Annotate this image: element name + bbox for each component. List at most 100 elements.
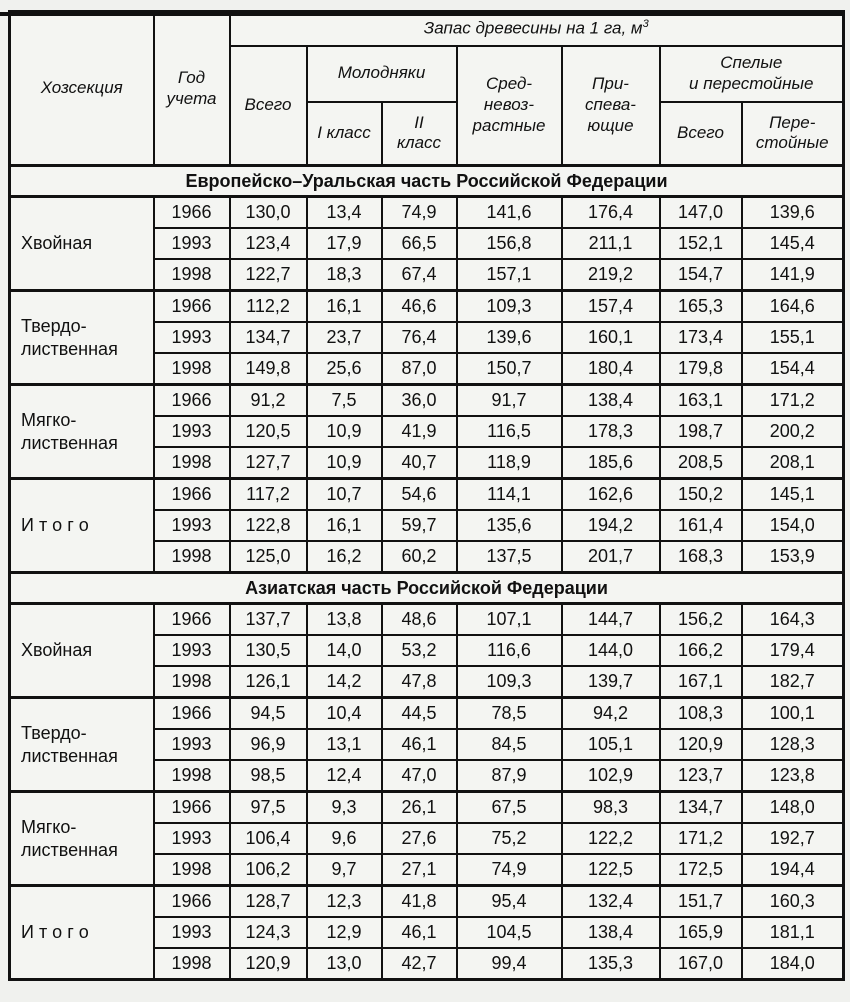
value-cell: 155,1 bbox=[740, 321, 845, 354]
value-cell: 94,5 bbox=[228, 696, 308, 730]
value-cell: 156,2 bbox=[658, 602, 743, 636]
value-cell: 46,1 bbox=[380, 728, 458, 761]
value-cell: 134,7 bbox=[658, 790, 743, 824]
value-cell: 122,2 bbox=[560, 822, 661, 855]
year-cell: 1998 bbox=[152, 947, 231, 981]
value-cell: 13,0 bbox=[305, 947, 383, 981]
table-row: Твердо- лиственная 1966 94,5 10,4 44,5 78,5 94… bbox=[8, 696, 845, 793]
header-mature-total: Всего bbox=[658, 100, 743, 167]
value-cell: 130,0 bbox=[228, 195, 308, 229]
value-cell: 124,3 bbox=[228, 916, 308, 949]
value-cell: 16,2 bbox=[305, 540, 383, 574]
table-row: 1993 130,5 14,0 53,2 116,6 144,0 166,2 179,4 bbox=[10, 634, 845, 667]
value-cell: 10,9 bbox=[305, 415, 383, 448]
year-cell: 1993 bbox=[152, 728, 231, 761]
value-cell: 139,7 bbox=[560, 665, 661, 699]
value-cell: 219,2 bbox=[560, 258, 661, 292]
value-cell: 137,7 bbox=[228, 602, 308, 636]
table-row: Хвойная 1966 137,7 13,8 48,6 107,1 144,7 156,2 1… bbox=[8, 602, 845, 699]
table-header: Хозсекция Год учета Запас древесины на 1… bbox=[8, 10, 845, 167]
value-cell: 123,8 bbox=[740, 759, 845, 793]
value-cell: 14,0 bbox=[305, 634, 383, 667]
year-cell: 1998 bbox=[152, 540, 231, 574]
value-cell: 201,7 bbox=[560, 540, 661, 574]
value-cell: 42,7 bbox=[380, 947, 458, 981]
value-cell: 16,1 bbox=[305, 289, 383, 323]
value-cell: 23,7 bbox=[305, 321, 383, 354]
value-cell: 41,9 bbox=[380, 415, 458, 448]
value-cell: 9,7 bbox=[305, 853, 383, 887]
table-row: И т о г о 1966 128,7 12,3 41,8 95,4 132,4 151,7… bbox=[8, 884, 845, 981]
value-cell: 74,9 bbox=[455, 853, 563, 887]
value-cell: 114,1 bbox=[455, 477, 563, 511]
value-cell: 154,7 bbox=[658, 258, 743, 292]
value-cell: 132,4 bbox=[560, 884, 661, 918]
value-cell: 173,4 bbox=[658, 321, 743, 354]
value-cell: 87,0 bbox=[380, 352, 458, 386]
table-row: 1998 127,7 10,9 40,7 118,9 185,6 208,5 208,1 bbox=[10, 446, 845, 480]
value-cell: 165,9 bbox=[658, 916, 743, 949]
section-header-row: Европейско–Уральская часть Российской Фе… bbox=[8, 164, 845, 198]
value-cell: 139,6 bbox=[455, 321, 563, 354]
value-cell: 18,3 bbox=[305, 258, 383, 292]
value-cell: 157,4 bbox=[560, 289, 661, 323]
value-cell: 78,5 bbox=[455, 696, 563, 730]
value-cell: 87,9 bbox=[455, 759, 563, 793]
group-label-cell: Хвойная bbox=[8, 195, 155, 292]
header-row-1: Хозсекция Год учета Запас древесины на 1… bbox=[8, 10, 845, 167]
value-cell: 128,7 bbox=[228, 884, 308, 918]
value-cell: 9,6 bbox=[305, 822, 383, 855]
year-cell: 1993 bbox=[152, 822, 231, 855]
value-cell: 76,4 bbox=[380, 321, 458, 354]
group-label-cell: Хвойная bbox=[8, 602, 155, 699]
table-row: 1993 123,4 17,9 66,5 156,8 211,1 152,1 145,4 bbox=[10, 227, 845, 260]
value-cell: 17,9 bbox=[305, 227, 383, 260]
value-cell: 157,1 bbox=[455, 258, 563, 292]
value-cell: 149,8 bbox=[228, 352, 308, 386]
value-cell: 171,2 bbox=[740, 383, 845, 417]
value-cell: 161,4 bbox=[658, 509, 743, 542]
value-cell: 12,9 bbox=[305, 916, 383, 949]
value-cell: 96,9 bbox=[228, 728, 308, 761]
value-cell: 108,3 bbox=[658, 696, 743, 730]
year-cell: 1966 bbox=[152, 195, 231, 229]
value-cell: 120,9 bbox=[228, 947, 308, 981]
value-cell: 12,4 bbox=[305, 759, 383, 793]
group-label-cell: И т о г о bbox=[8, 477, 155, 574]
year-cell: 1966 bbox=[152, 289, 231, 323]
value-cell: 116,6 bbox=[455, 634, 563, 667]
table-row: Хвойная 1966 130,0 13,4 74,9 141,6 176,4 147,0 1… bbox=[8, 195, 845, 292]
value-cell: 25,6 bbox=[305, 352, 383, 386]
value-cell: 94,2 bbox=[560, 696, 661, 730]
value-cell: 123,7 bbox=[658, 759, 743, 793]
value-cell: 36,0 bbox=[380, 383, 458, 417]
year-cell: 1993 bbox=[152, 415, 231, 448]
value-cell: 66,5 bbox=[380, 227, 458, 260]
value-cell: 141,6 bbox=[455, 195, 563, 229]
table-row: 1993 134,7 23,7 76,4 139,6 160,1 173,4 155,1 bbox=[10, 321, 845, 354]
value-cell: 123,4 bbox=[228, 227, 308, 260]
value-cell: 40,7 bbox=[380, 446, 458, 480]
value-cell: 98,3 bbox=[560, 790, 661, 824]
table-row: 1993 106,4 9,6 27,6 75,2 122,2 171,2 192,7 bbox=[10, 822, 845, 855]
value-cell: 10,9 bbox=[305, 446, 383, 480]
value-cell: 166,2 bbox=[658, 634, 743, 667]
value-cell: 67,5 bbox=[455, 790, 563, 824]
value-cell: 12,3 bbox=[305, 884, 383, 918]
value-cell: 47,8 bbox=[380, 665, 458, 699]
value-cell: 122,5 bbox=[560, 853, 661, 887]
value-cell: 150,2 bbox=[658, 477, 743, 511]
value-cell: 75,2 bbox=[455, 822, 563, 855]
value-cell: 13,1 bbox=[305, 728, 383, 761]
value-cell: 116,5 bbox=[455, 415, 563, 448]
table-row: Мягко- лиственная 1966 91,2 7,5 36,0 91,7 138,… bbox=[8, 383, 845, 480]
value-cell: 179,8 bbox=[658, 352, 743, 386]
value-cell: 106,4 bbox=[228, 822, 308, 855]
value-cell: 135,6 bbox=[455, 509, 563, 542]
header-unit: Запас древесины на 1 га, м3 bbox=[228, 10, 845, 47]
table-row: И т о г о 1966 117,2 10,7 54,6 114,1 162,6 150,… bbox=[8, 477, 845, 574]
section-title: Азиатская часть Российской Федерации bbox=[8, 571, 845, 605]
value-cell: 122,7 bbox=[228, 258, 308, 292]
value-cell: 13,4 bbox=[305, 195, 383, 229]
value-cell: 168,3 bbox=[658, 540, 743, 574]
